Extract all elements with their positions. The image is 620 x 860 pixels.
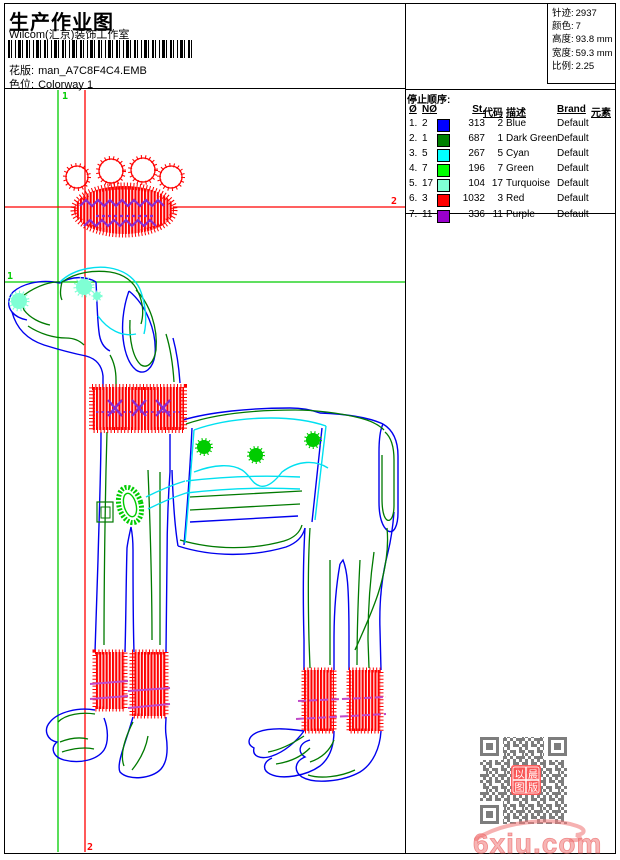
color-swatch	[437, 149, 450, 163]
col-seq: Ø	[409, 104, 417, 115]
table-row: 7. 11 336 11 Purple Default	[407, 208, 614, 223]
design-info-panel: 针迹: 2937 颜色: 7 高度: 93.8 mm 宽度: 59.3 mm 比例: 2.…	[547, 3, 615, 84]
width-row: 宽度: 59.3 mm	[552, 47, 613, 59]
table-row: 4. 7 196 7 Green Default	[407, 162, 614, 178]
pattern-value: man_A7C8F4C4.EMB	[38, 65, 147, 77]
pattern-file-line: 花版: man_A7C8F4C4.EMB	[9, 62, 147, 78]
table-row: 2. 1 687 1 Dark Green Default	[407, 132, 614, 148]
table-row: 5. 17 104 17 Turquoise Default	[407, 177, 614, 193]
col-code: 代码	[483, 108, 503, 119]
table-top-rule	[405, 89, 615, 90]
stitch-count-row: 针迹: 2937	[552, 8, 597, 19]
page-title: 生产作业图	[9, 12, 114, 34]
col-n: NØ	[422, 104, 437, 115]
col-st: St.	[472, 104, 485, 115]
company-name: Wilcom(汇京)装饰工作室	[9, 29, 130, 41]
col-element: 元素	[591, 108, 611, 119]
col-desc: 描述	[506, 108, 526, 119]
scale-row: 比例: 2.25	[552, 60, 595, 72]
stop-sequence-title: 停止顺序:	[407, 95, 451, 106]
stop-sequence-header: Ø NØ St. 代码 描述 Brand 元素	[407, 104, 614, 119]
color-swatch	[437, 194, 450, 208]
colorway-label: 色位:	[9, 79, 35, 91]
table-bottom-rule	[405, 213, 615, 214]
barcode	[8, 40, 194, 58]
canvas-right-divider	[405, 3, 406, 853]
height-row: 高度: 93.8 mm	[552, 34, 613, 46]
color-swatch	[437, 179, 450, 193]
page-frame	[4, 3, 616, 854]
col-brand: Brand	[557, 104, 586, 115]
table-row: 3. 5 267 5 Cyan Default	[407, 147, 614, 163]
header-bottom-rule	[4, 88, 406, 89]
stop-sequence-table: 停止顺序: Ø NØ St. 代码 描述 Brand 元素 1. 2 313 2 Blu…	[407, 91, 614, 223]
table-row: 6. 3 1032 3 Red Default	[407, 192, 614, 208]
colorway-value: Colorway 1	[38, 79, 94, 91]
table-row: 1. 2 313 2 Blue Default	[407, 117, 614, 132]
color-swatch	[437, 134, 450, 148]
color-count-row: 颜色: 7	[552, 21, 581, 33]
color-swatch	[437, 164, 450, 178]
color-swatch	[437, 119, 450, 132]
colorway-line: 色位: Colorway 1	[9, 76, 93, 92]
pattern-label: 花版:	[9, 65, 35, 77]
color-swatch	[437, 209, 450, 223]
